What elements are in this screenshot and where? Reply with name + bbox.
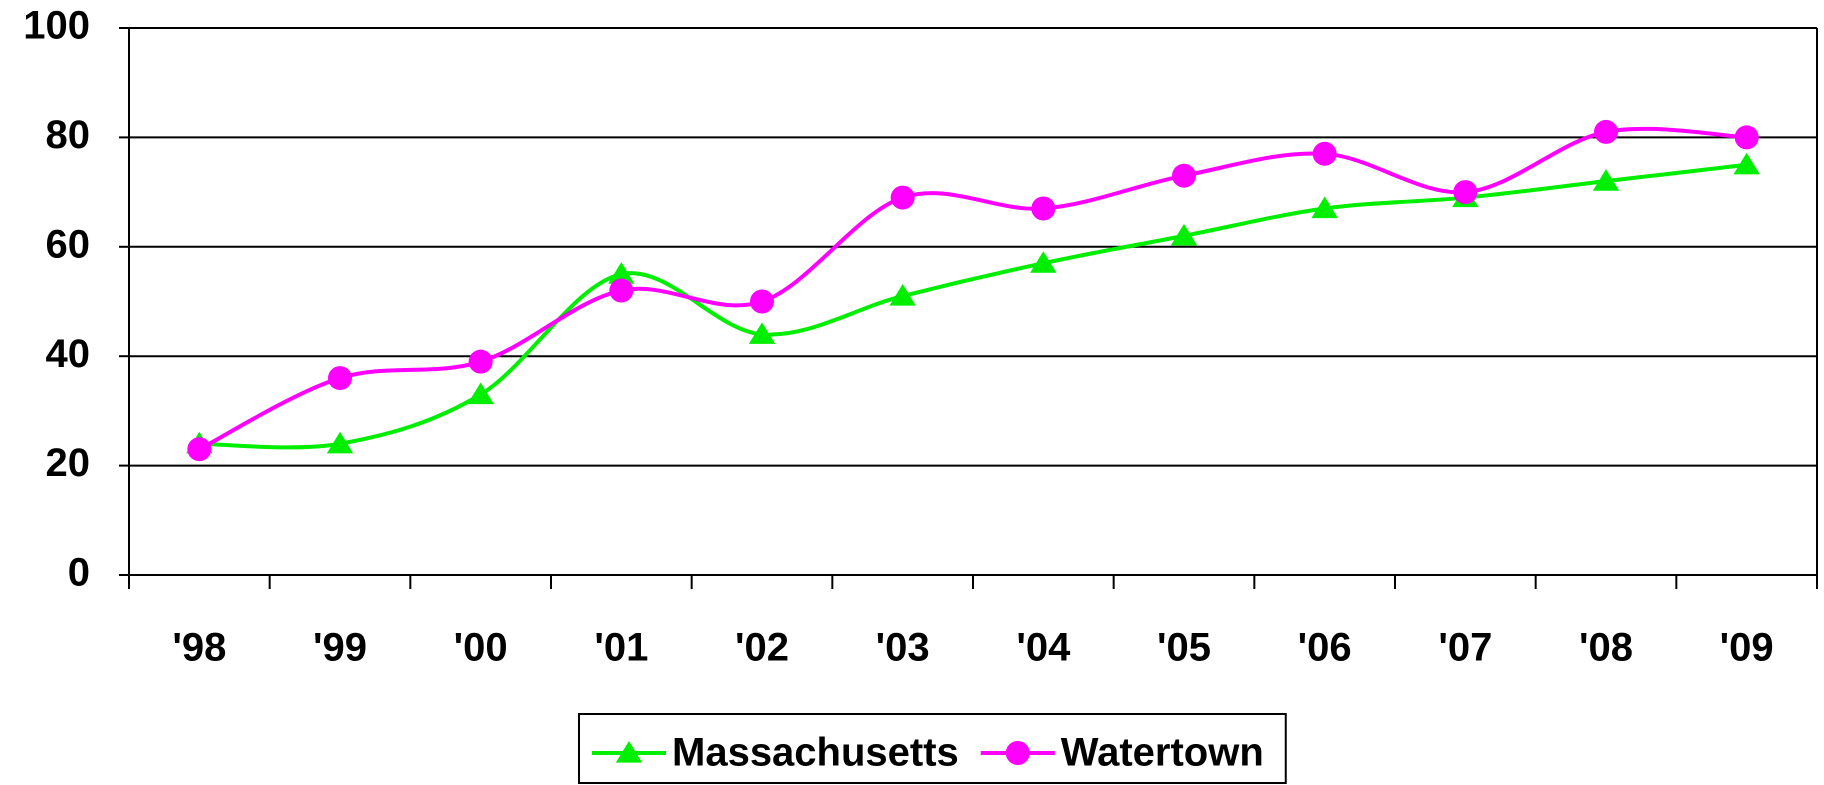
x-tick-label: '06 [1298, 626, 1352, 670]
marker [1733, 152, 1760, 175]
marker [1031, 196, 1056, 221]
marker [1312, 141, 1337, 166]
x-tick-label: '09 [1720, 626, 1774, 670]
x-tick-label: '99 [313, 626, 367, 670]
marker [1170, 223, 1198, 246]
y-tick-label: 40 [46, 332, 91, 376]
marker [187, 437, 212, 462]
marker [608, 262, 635, 284]
marker [1172, 163, 1196, 188]
marker [615, 741, 643, 763]
y-tick-label: 60 [46, 222, 91, 266]
marker [328, 366, 352, 391]
x-tick-label: '07 [1438, 626, 1492, 670]
x-tick-label: '00 [454, 626, 508, 670]
y-tick-label: 0 [68, 551, 90, 595]
marker [1311, 196, 1338, 219]
x-tick-label: '02 [735, 626, 789, 670]
legend-label: Massachusetts [672, 731, 959, 775]
y-tick-label: 100 [23, 4, 90, 48]
marker [1005, 741, 1030, 765]
y-tick-label: 80 [46, 113, 91, 157]
marker [1453, 180, 1478, 205]
marker [889, 284, 916, 306]
marker [467, 382, 494, 405]
series-line [199, 162, 1747, 450]
x-tick-label: '05 [1157, 626, 1211, 670]
marker [748, 322, 776, 344]
marker [1734, 125, 1759, 150]
marker [468, 349, 493, 374]
y-tick-label: 20 [46, 441, 91, 485]
x-tick-label: '03 [876, 626, 930, 670]
marker [1592, 169, 1620, 191]
legend: Massachusetts Watertown [578, 713, 1287, 784]
legend-label: Watertown [1061, 731, 1264, 775]
x-tick-label: '04 [1016, 626, 1071, 670]
marker [750, 289, 774, 314]
marker [1594, 119, 1618, 144]
x-tick-label: '01 [594, 626, 648, 670]
marker [890, 185, 915, 210]
x-tick-label: '98 [172, 626, 226, 670]
marker [326, 431, 354, 454]
marker [1030, 251, 1057, 273]
series-line [198, 126, 1747, 451]
legend-box [578, 713, 1287, 784]
marker [609, 278, 634, 303]
x-tick-label: '08 [1579, 626, 1633, 670]
